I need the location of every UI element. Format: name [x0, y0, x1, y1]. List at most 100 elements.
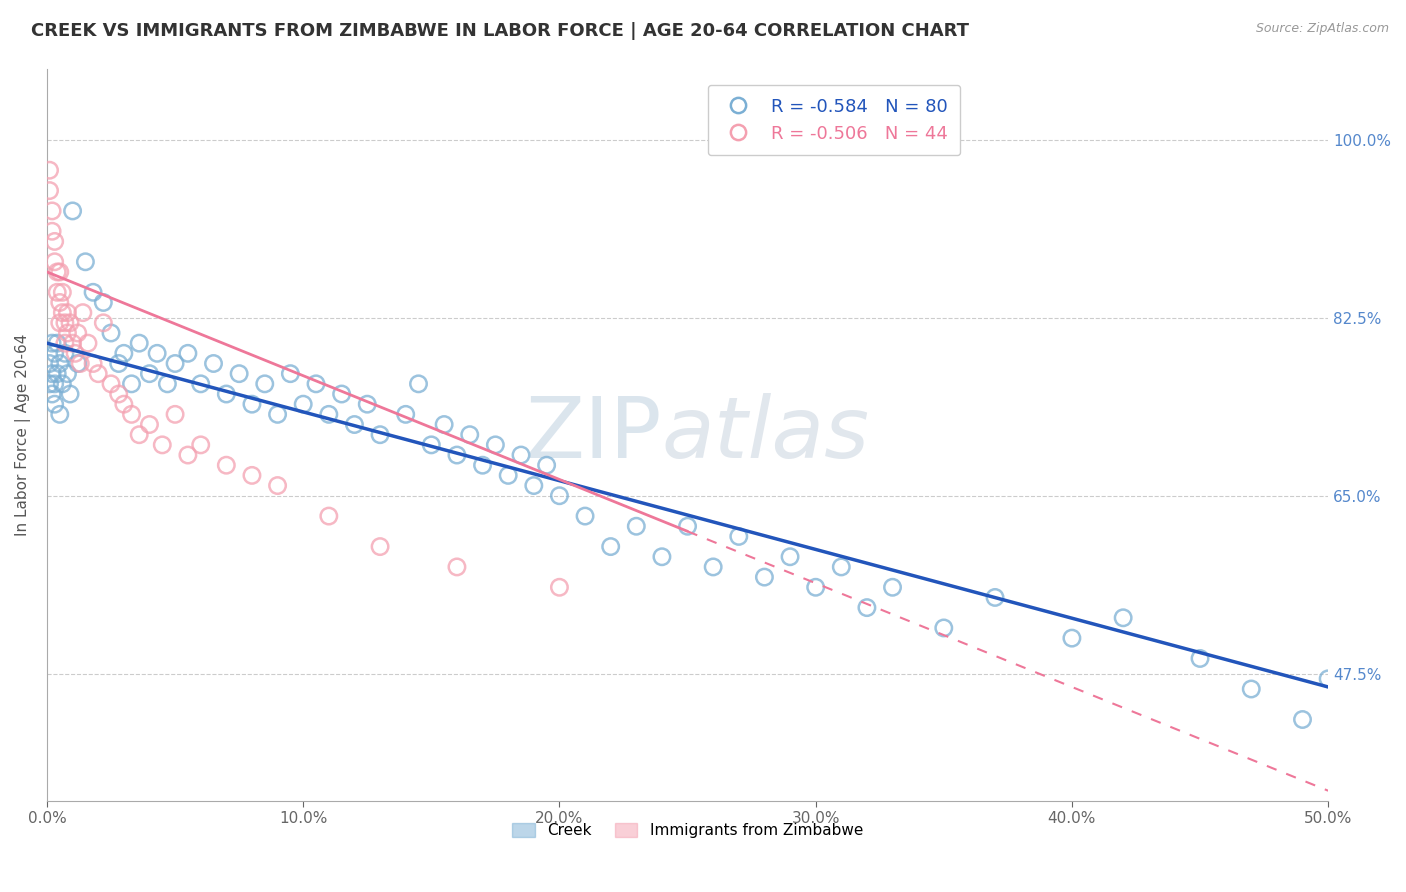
Point: [49, 357, 72, 371]
Point: [253, 376, 276, 391]
Point: [343, 417, 366, 432]
Legend: Creek, Immigrants from Zimbabwe: Creek, Immigrants from Zimbabwe: [506, 817, 869, 845]
Point: [44, 397, 66, 411]
Point: [49, 316, 72, 330]
Point: [676, 519, 699, 533]
Point: [1189, 651, 1212, 665]
Point: [510, 448, 533, 462]
Point: [46, 367, 69, 381]
Point: [190, 376, 212, 391]
Point: [41, 387, 63, 401]
Point: [128, 427, 150, 442]
Point: [56, 305, 79, 319]
Text: atlas: atlas: [662, 393, 870, 476]
Point: [1291, 713, 1313, 727]
Point: [190, 438, 212, 452]
Point: [266, 408, 288, 422]
Point: [62, 203, 84, 218]
Point: [856, 600, 879, 615]
Point: [93, 295, 115, 310]
Point: [240, 468, 263, 483]
Point: [202, 357, 225, 371]
Point: [59, 387, 82, 401]
Point: [150, 438, 173, 452]
Point: [932, 621, 955, 635]
Point: [107, 357, 129, 371]
Point: [266, 478, 288, 492]
Point: [215, 387, 238, 401]
Point: [471, 458, 494, 473]
Point: [82, 357, 104, 371]
Point: [56, 367, 79, 381]
Point: [523, 478, 546, 492]
Point: [292, 397, 315, 411]
Point: [53, 346, 76, 360]
Point: [93, 316, 115, 330]
Point: [121, 408, 143, 422]
Point: [38, 376, 60, 391]
Point: [882, 580, 904, 594]
Point: [1060, 631, 1083, 645]
Point: [368, 427, 391, 442]
Point: [240, 397, 263, 411]
Point: [44, 254, 66, 268]
Point: [66, 357, 89, 371]
Point: [63, 346, 86, 360]
Point: [44, 346, 66, 360]
Point: [356, 397, 378, 411]
Point: [51, 305, 73, 319]
Point: [420, 438, 443, 452]
Point: [548, 489, 571, 503]
Point: [44, 235, 66, 249]
Point: [165, 408, 187, 422]
Point: [1240, 681, 1263, 696]
Point: [330, 387, 353, 401]
Point: [177, 346, 200, 360]
Point: [830, 560, 852, 574]
Point: [82, 285, 104, 300]
Point: [165, 357, 187, 371]
Point: [112, 346, 135, 360]
Point: [75, 254, 97, 268]
Point: [574, 509, 596, 524]
Point: [44, 376, 66, 391]
Point: [727, 529, 749, 543]
Point: [754, 570, 776, 584]
Point: [138, 417, 160, 432]
Point: [651, 549, 673, 564]
Point: [72, 305, 94, 319]
Point: [804, 580, 827, 594]
Text: CREEK VS IMMIGRANTS FROM ZIMBABWE IN LABOR FORCE | AGE 20-64 CORRELATION CHART: CREEK VS IMMIGRANTS FROM ZIMBABWE IN LAB…: [31, 22, 969, 40]
Point: [433, 417, 456, 432]
Point: [215, 458, 238, 473]
Point: [41, 336, 63, 351]
Point: [177, 448, 200, 462]
Point: [496, 468, 519, 483]
Point: [49, 265, 72, 279]
Point: [318, 509, 340, 524]
Point: [77, 336, 100, 351]
Point: [484, 438, 506, 452]
Point: [395, 408, 418, 422]
Point: [66, 326, 89, 340]
Point: [38, 357, 60, 371]
Point: [46, 336, 69, 351]
Point: [984, 591, 1007, 605]
Point: [41, 203, 63, 218]
Point: [156, 376, 179, 391]
Point: [49, 295, 72, 310]
Point: [51, 285, 73, 300]
Point: [100, 376, 122, 391]
Point: [100, 326, 122, 340]
Point: [1317, 672, 1340, 686]
Point: [46, 285, 69, 300]
Point: [41, 224, 63, 238]
Point: [626, 519, 648, 533]
Point: [779, 549, 801, 564]
Point: [548, 580, 571, 594]
Point: [38, 184, 60, 198]
Point: [305, 376, 328, 391]
Point: [368, 540, 391, 554]
Text: Source: ZipAtlas.com: Source: ZipAtlas.com: [1256, 22, 1389, 36]
Point: [62, 336, 84, 351]
